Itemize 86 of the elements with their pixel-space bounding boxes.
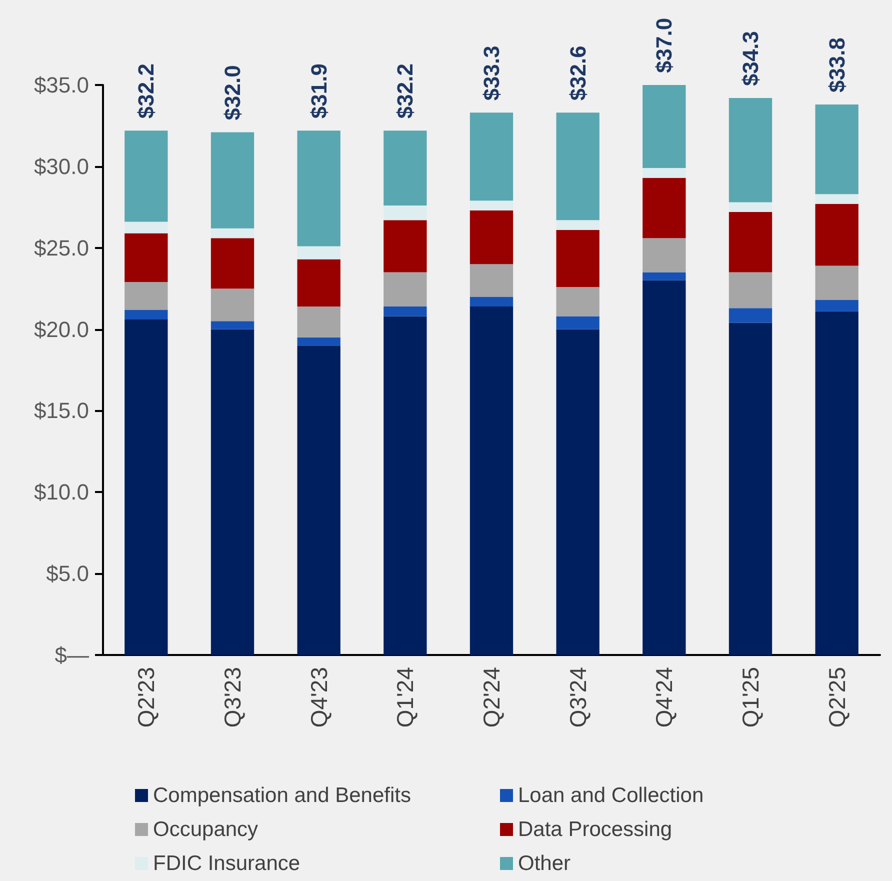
bar: [642, 178, 686, 238]
bar: [297, 306, 340, 338]
bar: [384, 272, 427, 306]
bar: [384, 220, 427, 272]
bar: [470, 210, 514, 264]
bar: [728, 308, 772, 323]
bar: [470, 264, 514, 297]
bar: [815, 204, 858, 266]
bar: [556, 230, 600, 287]
bar: [728, 272, 772, 308]
x-tick-label: Q2'24: [478, 666, 504, 728]
bar: [556, 316, 600, 330]
x-tick-label: Q2'25: [824, 667, 850, 728]
bar: [297, 246, 340, 260]
y-tick-label: $30.0: [34, 154, 89, 179]
annotation: $31.9: [306, 64, 332, 119]
x-tick-label: Q2'23: [133, 667, 160, 728]
bar: [815, 266, 858, 300]
text: $37.0: [652, 18, 677, 73]
bar: [297, 130, 340, 246]
annotation: $34.3: [738, 30, 763, 86]
bar: [556, 220, 600, 230]
bar: [297, 346, 340, 655]
bar: [384, 130, 427, 206]
bar: [124, 130, 168, 222]
x-tick-label: Q4'23: [306, 667, 332, 728]
legend-label: Data Processing: [518, 818, 672, 841]
bar: [556, 286, 600, 316]
bar: [210, 228, 254, 238]
y-tick-label: $—: [54, 642, 89, 668]
x-tick-label: Q1'24: [392, 666, 418, 728]
bar: [124, 222, 168, 234]
bar: [470, 200, 514, 210]
bar: [470, 296, 514, 306]
bar: [642, 85, 686, 168]
bar: [297, 259, 340, 306]
bar: [384, 206, 427, 220]
bar: [556, 112, 600, 220]
bar: [642, 280, 686, 655]
y-tick-label: $5.0: [46, 561, 89, 586]
bar: [815, 311, 858, 655]
annotation: $32.2: [392, 64, 418, 119]
bar: [210, 329, 254, 655]
annotation: $32.2: [134, 64, 159, 119]
x-tick-label: Q3'24: [564, 666, 591, 728]
bar: [642, 168, 686, 178]
bar: [124, 310, 168, 320]
bar: [124, 282, 168, 310]
bar: [728, 322, 772, 655]
bar: [728, 202, 772, 212]
annotation: $33.8: [824, 37, 850, 93]
bar: [815, 104, 858, 194]
bar: [210, 321, 254, 330]
bar: [124, 320, 168, 655]
x-tick-label: Q4'24: [651, 666, 678, 728]
annotation: $32.6: [565, 46, 590, 101]
bar: [210, 132, 254, 228]
x-tick-label: Q1'25: [738, 667, 764, 728]
y-tick-label: $20.0: [34, 316, 89, 342]
bar: [815, 300, 858, 312]
bar: [210, 288, 254, 322]
x-tick-label: Q3'23: [220, 667, 246, 728]
y-tick-label: $10.0: [34, 480, 89, 505]
bar: [642, 272, 686, 280]
bar: [384, 316, 427, 655]
legend-label: Loan and Collection: [518, 784, 704, 807]
legend-label: Occupancy: [153, 818, 259, 841]
annotation: $32.0: [220, 65, 245, 120]
bar: [556, 329, 600, 655]
bar: [384, 306, 427, 316]
legend-label: FDIC Insurance: [153, 852, 300, 875]
bar: [124, 233, 168, 282]
y-tick-label: $35.0: [34, 72, 89, 98]
annotation: $33.3: [479, 46, 504, 101]
bar: [642, 238, 686, 272]
bar: [470, 112, 514, 201]
y-tick-label: $25.0: [34, 235, 89, 260]
legend-label: Compensation and Benefits: [153, 784, 411, 807]
bar: [728, 212, 772, 272]
bar: [297, 337, 340, 346]
bar: [815, 194, 858, 204]
y-tick-label: $15.0: [34, 398, 89, 424]
bar: [470, 306, 514, 655]
bar: [210, 238, 254, 289]
bar: [728, 98, 772, 202]
legend-label: Other: [518, 852, 571, 875]
